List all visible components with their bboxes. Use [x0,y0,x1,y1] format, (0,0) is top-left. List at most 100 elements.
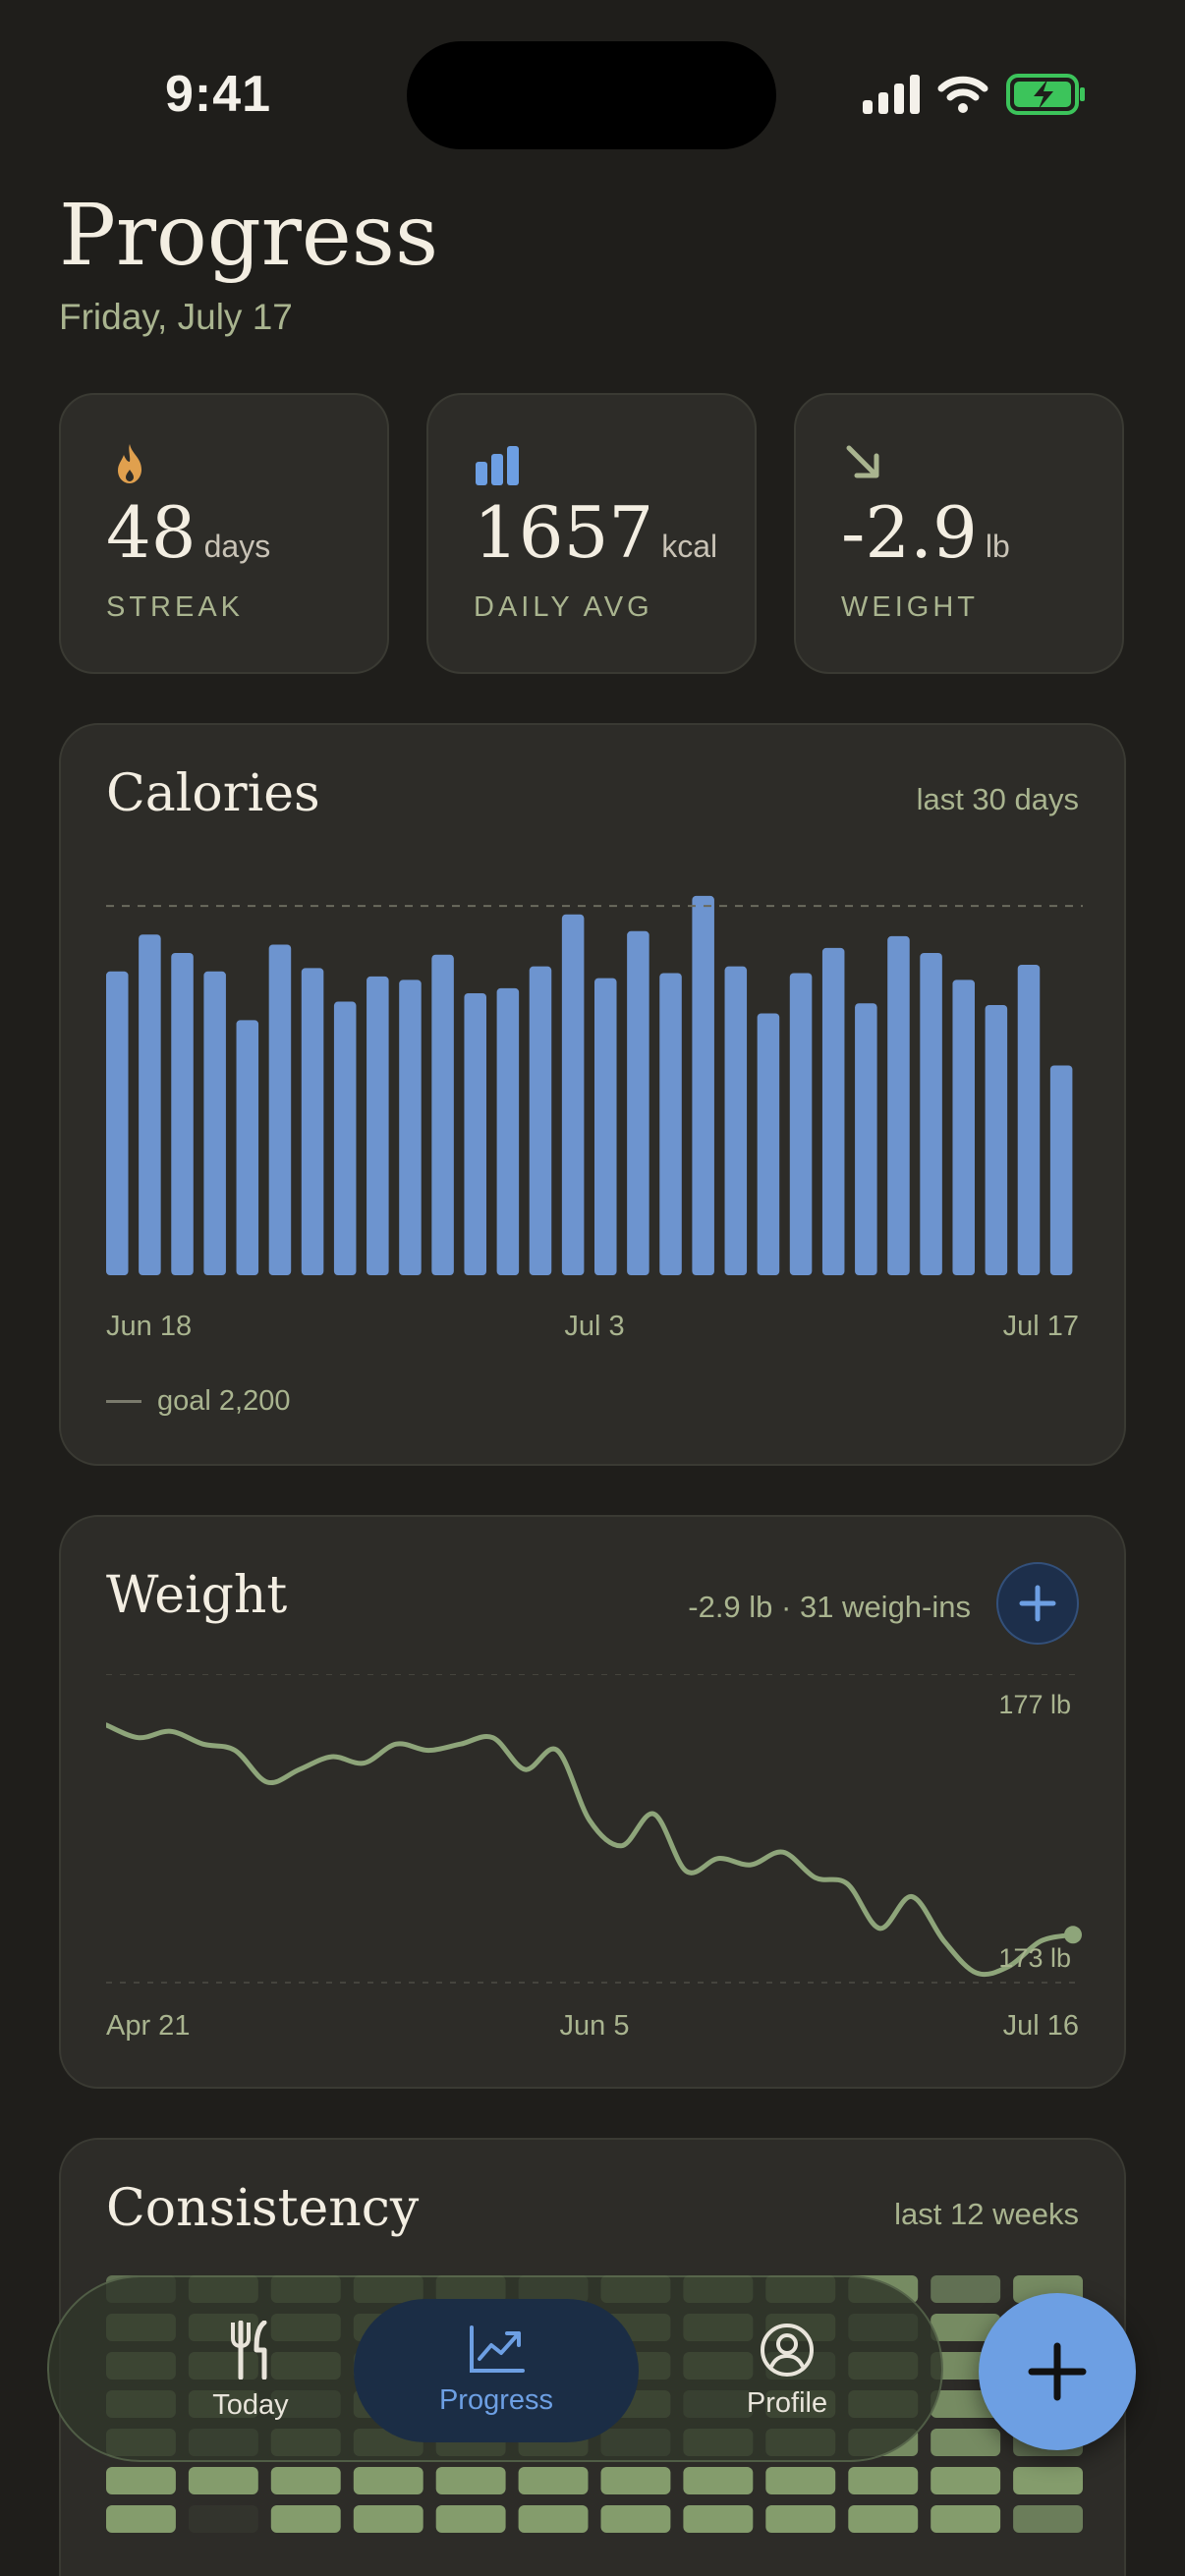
wifi-icon [937,76,988,113]
streak-value: 48 days [106,491,270,574]
consistency-cell [600,2467,671,2494]
consistency-cell [270,2467,341,2494]
signal-icon [863,75,920,114]
consistency-cell [765,2505,836,2533]
calorie-bar [692,895,714,1275]
consistency-cell [518,2467,589,2494]
weight-latest-point [1064,1926,1082,1944]
calorie-bar [561,914,585,1275]
daily-avg-unit: kcal [661,529,718,564]
calorie-bar [724,966,748,1275]
weight-chart [106,1674,1083,1984]
calories-x-label-mid: Jul 3 [564,1311,625,1342]
calorie-bar [627,930,649,1275]
streak-card[interactable]: 48 days STREAK [59,393,389,674]
page-date: Friday, July 17 [59,297,293,337]
page-title: Progress [59,187,439,285]
consistency-cell [931,2505,1001,2533]
calories-x-label-start: Jun 18 [106,1311,193,1342]
weight-y-max-label: 177 lb [998,1690,1071,1719]
tab-profile[interactable]: Profile [645,2277,930,2464]
status-icons [863,73,1087,116]
calories-panel: Calories last 30 days Jun 18 Jul 3 Jul 1… [59,723,1126,1466]
calorie-bar [985,1004,1008,1275]
weight-y-min-label: 173 lb [998,1943,1071,1973]
calories-chart [106,895,1083,1275]
goal-legend-label: goal 2,200 [157,1385,291,1417]
consistency-cell [683,2505,754,2533]
status-bar: 9:41 [0,0,1185,196]
goal-legend-line [106,1400,141,1403]
weight-x-label-mid: Jun 5 [559,2010,630,2042]
calorie-bar [529,966,552,1275]
consistency-cell [188,2467,258,2494]
streak-number: 48 [106,491,197,574]
calorie-bar [139,934,161,1275]
weight-line [106,1722,1076,1978]
trend-chart-icon [470,2324,525,2373]
streak-unit: days [203,529,271,564]
calorie-bar [594,978,617,1275]
calorie-bar [431,954,454,1275]
calorie-bar [496,987,520,1275]
trend-down-arrow-icon [846,445,879,478]
calorie-bar [236,1020,259,1275]
tab-profile-label: Profile [746,2386,828,2419]
weight-value: -2.9 lb [841,491,1010,574]
add-weigh-in-button[interactable] [996,1562,1079,1645]
consistency-cell [683,2467,754,2494]
weight-unit: lb [985,529,1010,564]
consistency-cell [765,2467,836,2494]
consistency-cell [931,2314,1001,2341]
consistency-cell [270,2505,341,2533]
status-time: 9:41 [165,66,272,123]
goal-legend: goal 2,200 [106,1385,290,1418]
calories-range: last 30 days [916,782,1079,816]
weight-panel: Weight -2.9 lb · 31 weigh-ins 177 lb 173… [59,1515,1126,2089]
tab-today[interactable]: Today [108,2277,393,2464]
consistency-cell [848,2505,919,2533]
calorie-bar [1049,1065,1073,1275]
calorie-bar [106,971,129,1275]
calorie-bar [171,953,194,1275]
daily-avg-label: DAILY AVG [474,591,653,623]
flame-icon [118,444,141,483]
calorie-bar [301,968,324,1275]
weight-card[interactable]: -2.9 lb WEIGHT [794,393,1124,674]
consistency-range: last 12 weeks [894,2197,1079,2231]
calorie-bar [268,944,292,1275]
consistency-cell [353,2467,423,2494]
tab-today-label: Today [212,2388,289,2421]
consistency-cell [518,2505,589,2533]
consistency-cell [931,2429,1001,2456]
plus-icon [1019,1585,1056,1622]
weight-summary: -2.9 lb · 31 weigh-ins [688,1590,971,1624]
calorie-bar [367,976,389,1275]
consistency-cell [353,2505,423,2533]
calorie-bar [952,980,975,1275]
calorie-bar [333,1001,357,1275]
weight-label: WEIGHT [841,591,979,623]
consistency-cell [106,2505,176,2533]
weight-title: Weight [106,1566,288,1625]
weight-x-label-start: Apr 21 [106,2010,191,2042]
calorie-bar [887,935,910,1275]
consistency-cell [435,2467,506,2494]
consistency-cell [1013,2467,1083,2494]
streak-label: STREAK [106,591,245,623]
tab-progress-label: Progress [438,2383,554,2416]
consistency-cell [600,2505,671,2533]
add-entry-button[interactable] [979,2293,1136,2450]
plus-icon [1028,2342,1087,2401]
calorie-bar [821,947,845,1275]
weight-number: -2.9 [841,491,978,574]
consistency-cell [848,2467,919,2494]
battery-charging-icon [1006,74,1085,115]
consistency-cell [106,2467,176,2494]
bar-chart-icon [476,446,519,485]
weight-x-label-end: Jul 16 [1002,2010,1079,2042]
consistency-cell [435,2505,506,2533]
tab-progress[interactable]: Progress [354,2299,639,2442]
daily-avg-card[interactable]: 1657 kcal DAILY AVG [426,393,757,674]
calories-x-label-end: Jul 17 [1002,1311,1079,1342]
